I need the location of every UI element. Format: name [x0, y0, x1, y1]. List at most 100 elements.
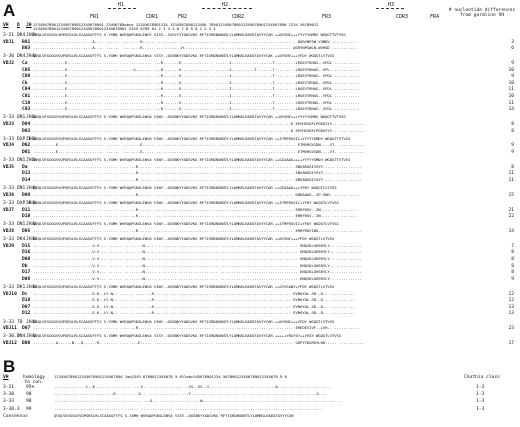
difference-count: 8: [511, 270, 514, 276]
clone-label: D02: [22, 143, 31, 149]
germline-sequence: QVQLVESGGGVVQPGRSLRLSCAASGFTFS S-YGMH WV…: [33, 185, 337, 191]
germline-vh-label: 3-33: [3, 136, 15, 142]
germline-sequence: QVQLVESGGGVVQPGRSLRLSCAASGFTFS S-YGMH WV…: [33, 157, 351, 163]
difference-count: 8: [511, 250, 514, 256]
germline-d-label: DXP'1: [17, 136, 31, 142]
germline-jh-label: JH4b: [26, 334, 38, 340]
difference-count: 9: [511, 61, 514, 66]
b-sequence: QVQLVESGGGVVQPGRSLRLSCAASGFTFS S-YAMH WV…: [54, 412, 294, 418]
b-homology-value: 99: [26, 406, 32, 412]
clone-sequence: .............................. ...... ..…: [33, 206, 358, 212]
germline-vh-label: 3-33: [3, 285, 15, 290]
clone-sequence: ..............E............... ...... ..…: [33, 79, 360, 85]
germline-jh-label: JH4b: [26, 201, 38, 206]
germline-vh-label: 3-33: [3, 186, 15, 192]
difference-count: 13: [508, 304, 514, 310]
difference-count: 9: [511, 74, 514, 80]
germline-vh-label: 3-33: [3, 319, 15, 325]
difference-count: 9: [511, 276, 514, 282]
difference-count: 10: [508, 80, 514, 86]
germline-d-label: DN1: [17, 115, 26, 121]
b-chothia-class: 1-3: [476, 385, 485, 390]
germline-jh-label: JH4b: [26, 319, 38, 325]
vdj-group-label: VDJ2: [3, 61, 15, 66]
clone-label: Ca: [22, 61, 28, 66]
clone-sequence: ..............E............... ...... ..…: [33, 93, 360, 98]
clone-label: D11: [22, 207, 31, 213]
difference-count: 21: [508, 207, 514, 213]
b-col-vh-header: VH: [3, 375, 9, 380]
clone-label: D17: [22, 270, 31, 276]
difference-count: 8: [511, 257, 514, 262]
clone-sequence: .............................. ...... ..…: [33, 170, 362, 176]
b-chothia-class: 1-3: [476, 406, 485, 412]
clone-label: Db: [22, 263, 28, 269]
h3-rule: [376, 8, 404, 9]
clone-sequence: ..............E............... ...... ..…: [33, 86, 360, 92]
germline-jh-label: JH6b: [26, 158, 38, 164]
germline-vh-label: 3-30.3: [3, 334, 20, 340]
difference-count: 11: [508, 87, 514, 93]
difference-count: 15: [508, 192, 514, 198]
b-vh-label: 3-21: [3, 385, 15, 390]
germline-d-label: DK1: [17, 285, 26, 290]
clone-sequence: ..............E............... ...... ..…: [33, 66, 360, 72]
difference-count: 6: [511, 46, 514, 52]
clone-label: D18: [22, 298, 31, 304]
b-col-homology-header: homology to con.: [22, 375, 46, 385]
clone-sequence: ..........................E.K..LY.N.. ..…: [33, 290, 355, 296]
germline-d-label: DK4: [17, 33, 26, 38]
b-sequence: ..............L..K................ ...S.…: [54, 384, 331, 389]
b-chothia-class: 1-3: [476, 392, 485, 398]
difference-count: 12: [508, 298, 514, 304]
clone-sequence: .............................. ...... ..…: [33, 121, 364, 126]
difference-count: 8: [511, 128, 514, 134]
vdj-group-label: VDJ4: [3, 143, 15, 149]
germline-jh-label: JH6b: [26, 115, 38, 121]
b-col-chothia-header: Chothia class: [464, 375, 500, 380]
clone-label: D07: [22, 326, 31, 332]
germline-jh-label: JH6b: [26, 136, 38, 142]
col-jh-header: JH: [26, 23, 32, 28]
clone-sequence: ..........................E.K..LY.N.. ..…: [33, 310, 355, 316]
vdj-group-label: VDJ5: [3, 164, 15, 170]
germline-d-label: DN1: [17, 158, 26, 164]
germline-sequence: QVQLVESGGGVVQPGRSLRLSCAASGFTFS S-YGMH WV…: [33, 318, 335, 324]
clone-label: D13: [22, 171, 31, 177]
germline-jh-label: JH6b: [26, 33, 38, 38]
numbering-row-2: 1234567890123456789012345678901234567890…: [33, 26, 216, 31]
clone-sequence: ..........E.................... ...... .…: [33, 149, 364, 154]
germline-vh-label: 3-33: [3, 158, 15, 164]
b-homology-value: 98: [26, 392, 32, 398]
clone-label: B03: [22, 46, 31, 52]
vdj-group-label: VDJ8: [3, 229, 15, 234]
b-vh-label: 3-33: [3, 399, 15, 405]
clone-sequence: ..............E............... ...... ..…: [33, 60, 360, 65]
clone-sequence: ..............E............... ...... ..…: [33, 73, 360, 79]
germline-sequence: QVQLVESGGGVVQPGRSLRLSCAASGFTFS S-YGMH WV…: [33, 53, 335, 59]
germline-sequence: QVQLVESGGGVVQPGRSLRLSCAASGFTFS S-YGMH WV…: [33, 221, 339, 227]
difference-count: 10: [508, 67, 514, 73]
clone-sequence: .............................. ...... ..…: [33, 213, 358, 219]
difference-count: 8: [511, 122, 514, 127]
clone-sequence: ..........................A.... ...... .…: [33, 38, 358, 44]
clone-sequence: ..........................V.V... ...... …: [33, 262, 362, 268]
germline-d-label: DN1: [17, 186, 26, 192]
difference-count: 11: [508, 171, 514, 177]
clone-label: C09: [22, 74, 31, 80]
germline-vh-label: 3-21: [3, 33, 15, 38]
clone-label: D08: [22, 257, 31, 262]
region-cdr3-label: CDR3: [396, 14, 409, 20]
clone-label: C05: [22, 67, 31, 73]
b-numbering-row: 123456789012345678901234567890 1ab2345 6…: [54, 374, 287, 379]
region-h1-label: H1: [118, 2, 125, 8]
germline-jh-label: JH4b: [26, 186, 38, 192]
region-cdr1-label: CDR1: [146, 14, 159, 20]
b-sequence: ..........................R...... ...G..…: [54, 391, 328, 397]
difference-count: 9: [511, 143, 514, 149]
h1-rule: [108, 8, 136, 9]
clone-label: D15: [22, 243, 31, 249]
difference-count: 10: [508, 94, 514, 99]
clone-label: D12: [22, 311, 31, 317]
germline-d-label: DN1: [17, 222, 26, 228]
